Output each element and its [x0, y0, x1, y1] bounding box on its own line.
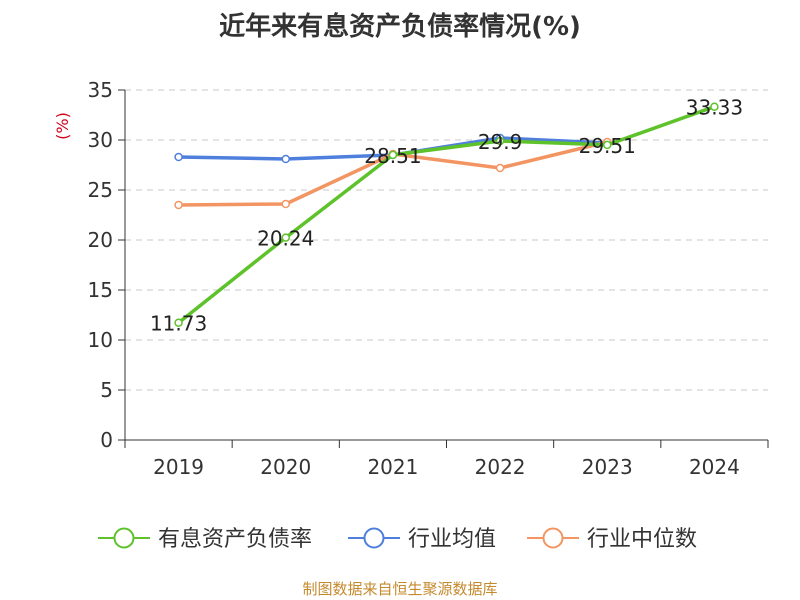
data-point — [281, 199, 290, 209]
data-label: 33.33 — [686, 96, 743, 120]
data-label: 29.9 — [478, 130, 523, 154]
legend-marker — [363, 527, 385, 549]
data-point — [281, 154, 290, 164]
data-label: 11.73 — [150, 312, 207, 336]
source-note: 制图数据来自恒生聚源数据库 — [302, 580, 498, 598]
data-point — [495, 136, 505, 146]
data-point — [388, 150, 398, 160]
y-tick-label: 20 — [88, 228, 113, 252]
x-tick-label: 2023 — [582, 455, 633, 479]
data-label: 28.51 — [364, 144, 421, 168]
legend-marker — [113, 527, 135, 549]
data-point — [174, 318, 183, 327]
y-tick-label: 30 — [88, 128, 113, 152]
x-tick-label: 2019 — [153, 455, 204, 479]
y-tick-label: 5 — [100, 378, 113, 402]
y-tick-label: 0 — [100, 428, 113, 452]
legend-marker — [542, 527, 564, 549]
data-point — [174, 200, 183, 210]
y-tick-label: 25 — [88, 178, 113, 202]
y-tick-label: 10 — [88, 328, 113, 352]
y-tick-label: 35 — [88, 78, 113, 102]
x-tick-label: 2024 — [689, 455, 740, 479]
legend-label: 有息资产负债率 — [158, 527, 312, 552]
y-tick-label: 15 — [88, 278, 113, 302]
chart-title: 近年来有息资产负债率情况(%) — [219, 12, 581, 42]
x-tick-label: 2020 — [260, 455, 311, 479]
y-axis-label: (%) — [53, 112, 72, 140]
data-point — [495, 163, 505, 173]
data-point — [174, 152, 183, 162]
legend-label: 行业均值 — [408, 527, 496, 552]
data-point — [281, 233, 290, 242]
x-tick-label: 2022 — [475, 455, 526, 479]
x-tick-label: 2021 — [367, 455, 418, 479]
data-label: 29.51 — [579, 134, 636, 158]
data-point — [603, 140, 612, 150]
data-point — [710, 102, 719, 111]
data-label: 20.24 — [257, 227, 314, 251]
series-line — [177, 105, 716, 325]
legend-label: 行业中位数 — [587, 527, 697, 552]
